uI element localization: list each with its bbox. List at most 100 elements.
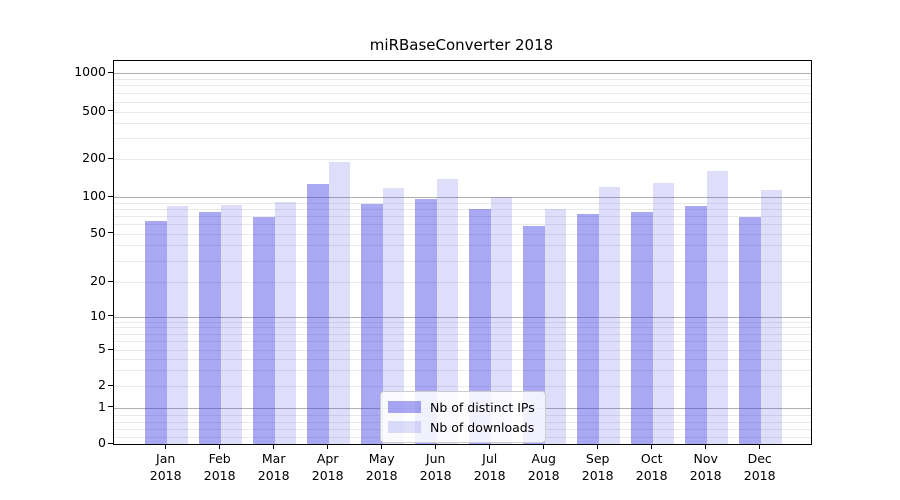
y-tick-label: 200: [82, 150, 106, 165]
y-tick-mark: [108, 384, 113, 386]
minor-gridline: [114, 78, 811, 80]
x-tick-month: Jun: [425, 451, 446, 466]
minor-gridline: [114, 138, 811, 140]
y-tick-label: 50: [90, 224, 106, 240]
x-tick-label-dec: Dec 2018: [732, 450, 788, 484]
x-tick-month: Dec: [747, 451, 772, 466]
y-tick-label: 5: [98, 341, 106, 357]
y-tick-mark: [108, 110, 113, 112]
minor-gridline: [114, 123, 811, 125]
y-tick-mark: [108, 348, 113, 351]
y-tick-label: 2: [98, 377, 106, 392]
x-tick-year: 2018: [473, 468, 506, 483]
minor-gridline: [114, 333, 811, 335]
bar-feb-distinct-ips: [199, 212, 221, 444]
x-tick-year: 2018: [527, 468, 560, 483]
x-tick-year: 2018: [743, 468, 776, 483]
minor-gridline: [114, 327, 811, 329]
bar-feb-downloads: [220, 205, 243, 444]
minor-gridline: [114, 370, 811, 372]
x-tick-month: Sep: [585, 451, 610, 466]
y-tick-mark: [108, 406, 113, 408]
y-tick-label: 1000: [74, 64, 106, 79]
x-tick-month: May: [368, 451, 395, 466]
y-tick-mark: [108, 315, 113, 317]
x-tick-month: Aug: [531, 451, 556, 466]
x-tick-year: 2018: [689, 468, 722, 483]
legend-swatch-distinct-ips: [388, 401, 421, 413]
x-tick-month: Oct: [640, 451, 663, 466]
bar-oct-downloads: [652, 182, 675, 444]
x-tick-mark: [597, 444, 599, 449]
x-tick-label-apr: Apr 2018: [300, 450, 356, 484]
bar-may-downloads: [382, 187, 405, 444]
major-gridline: [114, 197, 811, 198]
y-tick-mark: [108, 232, 113, 234]
bar-may-distinct-ips: [361, 204, 383, 444]
bar-dec-downloads: [760, 189, 783, 444]
minor-gridline: [114, 85, 811, 87]
minor-gridline: [114, 208, 811, 210]
x-tick-year: 2018: [365, 468, 398, 483]
x-tick-month: Feb: [208, 451, 231, 466]
x-tick-year: 2018: [419, 468, 452, 483]
x-tick-mark: [273, 444, 275, 449]
legend-label: Nb of distinct IPs: [430, 399, 535, 415]
major-gridline: [114, 73, 811, 74]
x-tick-year: 2018: [311, 468, 344, 483]
minor-gridline: [114, 202, 811, 204]
x-tick-label-oct: Oct 2018: [624, 450, 680, 484]
chart-title: miRBaseConverter 2018: [369, 36, 554, 54]
x-tick-year: 2018: [257, 468, 290, 483]
legend: Nb of distinct IPs Nb of downloads: [380, 391, 546, 443]
y-tick-label: 20: [90, 273, 106, 288]
plot-area: Nb of distinct IPs Nb of downloads: [113, 60, 812, 445]
x-tick-month: Nov: [693, 451, 718, 466]
minor-gridline: [114, 233, 811, 235]
x-tick-mark: [759, 444, 761, 449]
y-tick-label: 500: [82, 102, 106, 118]
x-tick-label-mar: Mar 2018: [246, 450, 302, 484]
y-tick-mark: [108, 280, 113, 282]
x-tick-year: 2018: [581, 468, 614, 483]
minor-gridline: [114, 321, 811, 323]
y-tick-label: 10: [90, 307, 106, 323]
major-gridline: [114, 316, 811, 318]
x-tick-mark: [327, 444, 329, 449]
x-tick-label-feb: Feb 2018: [192, 450, 248, 484]
bar-apr-downloads: [328, 161, 351, 444]
x-tick-label-nov: Nov 2018: [678, 450, 734, 484]
bar-jun-distinct-ips: [415, 199, 437, 444]
bar-nov-distinct-ips: [685, 206, 707, 444]
bar-dec-distinct-ips: [739, 216, 761, 444]
minor-gridline: [114, 350, 811, 352]
x-tick-label-may: May 2018: [354, 450, 410, 484]
y-tick-mark: [108, 442, 113, 444]
x-tick-month: Jan: [156, 451, 176, 466]
x-tick-year: 2018: [203, 468, 236, 483]
bar-sep-downloads: [598, 187, 621, 444]
x-tick-mark: [381, 444, 383, 449]
y-tick-mark: [108, 195, 113, 197]
bar-nov-downloads: [706, 170, 729, 444]
x-tick-label-jul: Jul 2018: [462, 450, 518, 484]
x-tick-label-aug: Aug 2018: [516, 450, 572, 484]
bar-mar-distinct-ips: [253, 216, 275, 444]
x-tick-label-jun: Jun 2018: [408, 450, 464, 484]
bar-jan-distinct-ips: [145, 221, 167, 444]
legend-row: Nb of downloads: [388, 417, 537, 437]
minor-gridline: [114, 260, 811, 262]
minor-gridline: [114, 111, 811, 113]
x-tick-year: 2018: [149, 468, 182, 483]
x-tick-month: Mar: [261, 451, 286, 466]
x-tick-mark: [543, 444, 545, 449]
x-tick-month: Apr: [316, 451, 339, 466]
minor-gridline: [114, 215, 811, 217]
bar-jun-downloads: [436, 178, 459, 444]
x-tick-mark: [705, 444, 707, 449]
bar-jul-distinct-ips: [469, 208, 491, 444]
x-tick-label-sep: Sep 2018: [570, 450, 626, 484]
y-tick-label: 100: [82, 188, 106, 203]
bar-apr-distinct-ips: [307, 183, 329, 444]
